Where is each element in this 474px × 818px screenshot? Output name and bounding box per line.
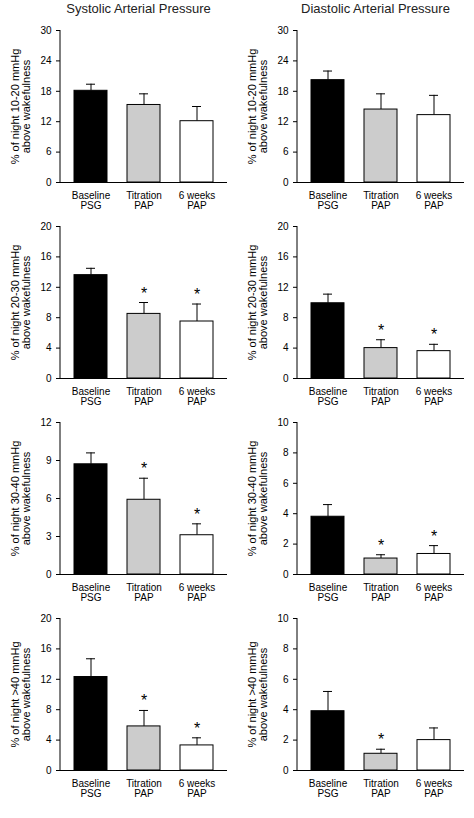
svg-text:6: 6 bbox=[283, 146, 289, 157]
svg-text:16: 16 bbox=[40, 643, 52, 654]
html-text:Diastolic Arterial Pressure: Diastolic Arterial Pressure bbox=[301, 1, 450, 16]
svg-text:12: 12 bbox=[277, 116, 289, 127]
svg-text:BaselinePSG: BaselinePSG bbox=[72, 778, 111, 799]
svg-text:TitrationPAP: TitrationPAP bbox=[126, 582, 162, 603]
svg-text:0: 0 bbox=[46, 569, 52, 580]
svg-text:6: 6 bbox=[283, 478, 289, 489]
svg-text:12: 12 bbox=[40, 282, 52, 293]
svg-text:6 weeksPAP: 6 weeksPAP bbox=[416, 386, 453, 407]
svg-text:BaselinePSG: BaselinePSG bbox=[72, 190, 111, 211]
svg-text:20: 20 bbox=[40, 221, 52, 232]
svg-text:12: 12 bbox=[277, 282, 289, 293]
svg-text:TitrationPAP: TitrationPAP bbox=[126, 190, 162, 211]
svg-text:*: * bbox=[431, 326, 437, 343]
svg-text:0: 0 bbox=[283, 569, 289, 580]
svg-text:6 weeksPAP: 6 weeksPAP bbox=[416, 190, 453, 211]
svg-text:BaselinePSG: BaselinePSG bbox=[309, 386, 348, 407]
svg-text:6 weeksPAP: 6 weeksPAP bbox=[416, 582, 453, 603]
svg-text:4: 4 bbox=[46, 734, 52, 745]
svg-text:6 weeksPAP: 6 weeksPAP bbox=[179, 190, 216, 211]
svg-text:BaselinePSG: BaselinePSG bbox=[309, 582, 348, 603]
svg-text:0: 0 bbox=[46, 177, 52, 188]
svg-text:% of night 10-20 mmHgabove wak: % of night 10-20 mmHgabove wakefulness bbox=[9, 49, 32, 165]
svg-text:20: 20 bbox=[277, 221, 289, 232]
svg-text:30: 30 bbox=[40, 25, 52, 36]
svg-text:0: 0 bbox=[46, 765, 52, 776]
svg-text:% of night 20-30 mmHgabove wak: % of night 20-30 mmHgabove wakefulness bbox=[246, 245, 269, 361]
svg-text:12: 12 bbox=[40, 417, 52, 428]
svg-text:8: 8 bbox=[283, 447, 289, 458]
html-text:Systolic Arterial Pressure: Systolic Arterial Pressure bbox=[66, 1, 211, 16]
svg-text:*: * bbox=[431, 528, 437, 545]
svg-text:24: 24 bbox=[40, 55, 52, 66]
svg-text:8: 8 bbox=[283, 312, 289, 323]
svg-text:6 weeksPAP: 6 weeksPAP bbox=[179, 582, 216, 603]
svg-text:6: 6 bbox=[46, 493, 52, 504]
svg-text:*: * bbox=[378, 537, 384, 554]
svg-text:2: 2 bbox=[283, 734, 289, 745]
svg-text:% of night >40 mmHgabove wakef: % of night >40 mmHgabove wakefulness bbox=[246, 641, 269, 747]
svg-text:BaselinePSG: BaselinePSG bbox=[72, 582, 111, 603]
svg-text:6 weeksPAP: 6 weeksPAP bbox=[179, 386, 216, 407]
svg-text:12: 12 bbox=[40, 674, 52, 685]
svg-text:0: 0 bbox=[283, 373, 289, 384]
svg-text:20: 20 bbox=[40, 613, 52, 624]
svg-text:BaselinePSG: BaselinePSG bbox=[309, 778, 348, 799]
svg-text:3: 3 bbox=[46, 531, 52, 542]
svg-text:BaselinePSG: BaselinePSG bbox=[72, 386, 111, 407]
svg-text:4: 4 bbox=[46, 342, 52, 353]
svg-text:8: 8 bbox=[283, 643, 289, 654]
svg-text:TitrationPAP: TitrationPAP bbox=[126, 386, 162, 407]
svg-text:6 weeksPAP: 6 weeksPAP bbox=[416, 778, 453, 799]
svg-text:*: * bbox=[194, 286, 200, 303]
svg-text:10: 10 bbox=[277, 613, 289, 624]
svg-text:8: 8 bbox=[46, 312, 52, 323]
svg-text:18: 18 bbox=[40, 86, 52, 97]
svg-text:6: 6 bbox=[46, 146, 52, 157]
svg-text:*: * bbox=[141, 285, 147, 302]
svg-text:30: 30 bbox=[277, 25, 289, 36]
svg-text:12: 12 bbox=[40, 116, 52, 127]
svg-text:6 weeksPAP: 6 weeksPAP bbox=[179, 778, 216, 799]
svg-text:% of night 20-30 mmHgabove wak: % of night 20-30 mmHgabove wakefulness bbox=[9, 245, 32, 361]
svg-text:*: * bbox=[194, 720, 200, 737]
svg-text:24: 24 bbox=[277, 55, 289, 66]
svg-text:TitrationPAP: TitrationPAP bbox=[363, 190, 399, 211]
svg-text:*: * bbox=[378, 731, 384, 748]
svg-text:4: 4 bbox=[283, 508, 289, 519]
svg-text:% of night 30-40 mmHgabove wak: % of night 30-40 mmHgabove wakefulness bbox=[246, 441, 269, 557]
svg-text:0: 0 bbox=[283, 177, 289, 188]
svg-text:4: 4 bbox=[283, 704, 289, 715]
svg-text:0: 0 bbox=[283, 765, 289, 776]
svg-text:BaselinePSG: BaselinePSG bbox=[309, 190, 348, 211]
svg-text:% of night 30-40 mmHgabove wak: % of night 30-40 mmHgabove wakefulness bbox=[9, 441, 32, 557]
svg-text:16: 16 bbox=[40, 251, 52, 262]
svg-text:18: 18 bbox=[277, 86, 289, 97]
svg-text:% of night 10-20 mmHgabove wak: % of night 10-20 mmHgabove wakefulness bbox=[246, 49, 269, 165]
svg-text:6: 6 bbox=[283, 674, 289, 685]
svg-text:9: 9 bbox=[46, 455, 52, 466]
svg-text:TitrationPAP: TitrationPAP bbox=[363, 582, 399, 603]
svg-text:4: 4 bbox=[283, 342, 289, 353]
svg-text:10: 10 bbox=[277, 417, 289, 428]
svg-text:% of night >40 mmHgabove wakef: % of night >40 mmHgabove wakefulness bbox=[9, 641, 32, 747]
svg-text:8: 8 bbox=[46, 704, 52, 715]
svg-text:TitrationPAP: TitrationPAP bbox=[363, 386, 399, 407]
svg-text:2: 2 bbox=[283, 538, 289, 549]
svg-text:16: 16 bbox=[277, 251, 289, 262]
svg-text:*: * bbox=[141, 460, 147, 477]
svg-text:*: * bbox=[141, 692, 147, 709]
svg-text:*: * bbox=[194, 506, 200, 523]
svg-text:TitrationPAP: TitrationPAP bbox=[363, 778, 399, 799]
svg-text:*: * bbox=[378, 322, 384, 339]
svg-text:0: 0 bbox=[46, 373, 52, 384]
svg-text:TitrationPAP: TitrationPAP bbox=[126, 778, 162, 799]
